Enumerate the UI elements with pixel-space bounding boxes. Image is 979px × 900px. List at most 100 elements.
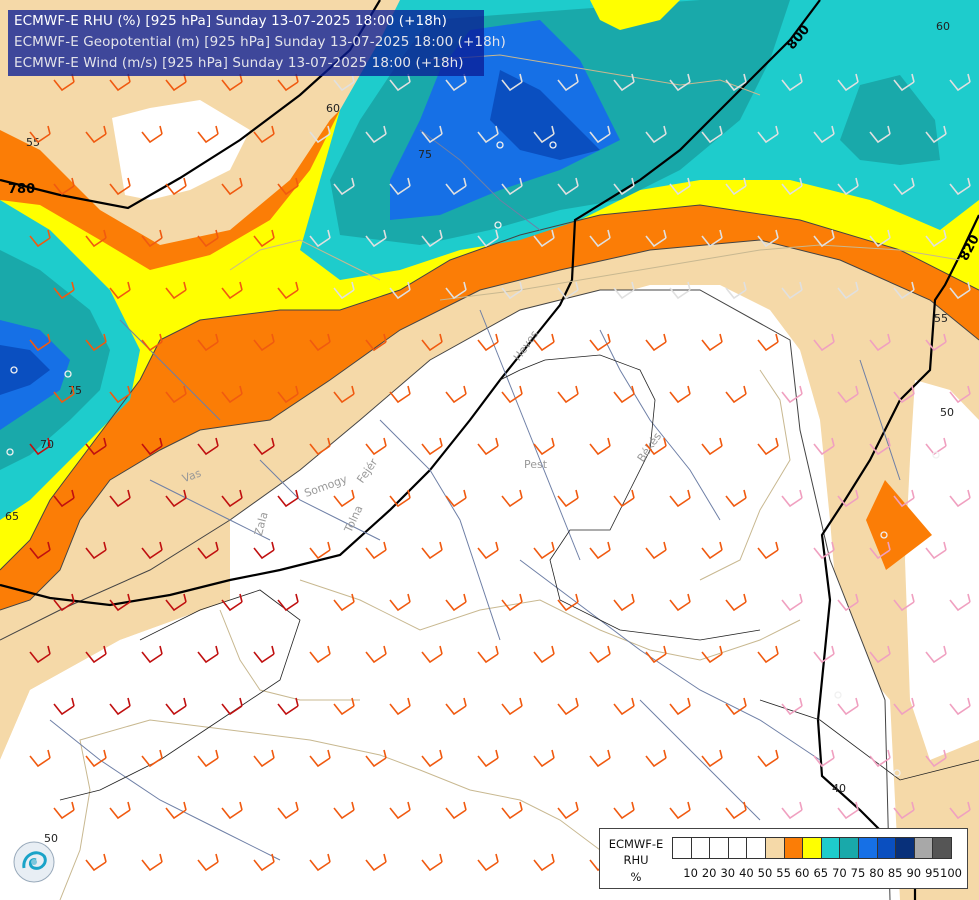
wind-barb-icon [533,437,555,456]
wind-barb-icon [109,281,131,300]
wind-barb-icon [501,593,523,612]
wind-barb-icon [389,177,411,196]
wind-barb-icon [645,437,667,456]
wind-barb-icon [757,125,779,144]
legend-swatch [746,837,766,859]
wind-barb-icon [669,593,691,612]
wind-barb-icon [365,437,387,456]
wind-barb-icon [557,281,579,300]
legend-tick-label: 90 [906,866,922,880]
wind-barb-icon [925,125,947,144]
legend-title-unit: % [630,870,642,884]
wind-barb-icon [309,541,331,560]
legend-tick-label: 80 [869,866,884,880]
wind-barb-icon [197,229,219,248]
wind-barb-icon [53,697,75,716]
wind-barb-icon [197,125,219,144]
wind-barb-icon [925,645,947,664]
rhu-label-75-w: 75 [68,384,82,397]
wind-barb-icon [725,73,747,92]
calm-wind-icon [549,141,557,149]
wind-barb-icon [197,853,219,872]
wind-barb-icon [85,229,107,248]
wind-barb-icon [589,333,611,352]
rhu-area-75-ne [840,75,940,165]
legend-swatch [783,837,804,859]
wind-barb-icon [645,645,667,664]
wind-barb-icon [757,333,779,352]
wind-barb-icon [893,697,915,716]
title-geopotential: ECMWF-E Geopotential (m) [925 hPa] Sunda… [14,34,506,50]
wind-barb-icon [925,541,947,560]
wind-barb-icon [277,281,299,300]
wind-barb-icon [589,229,611,248]
wind-barb-icon [253,125,275,144]
wind-barb-icon [421,853,443,872]
wind-barb-icon [949,281,971,300]
wind-barb-icon [645,333,667,352]
legend-swatch [765,837,785,859]
wind-barb-icon [253,541,275,560]
wind-barb-icon [277,385,299,404]
wind-barb-icon [109,697,131,716]
wind-barb-icon [477,853,499,872]
wind-barb-icon [253,645,275,664]
wind-barb-icon [869,749,891,768]
wind-barb-icon [725,697,747,716]
rhu-label-50-e: 50 [940,406,954,419]
wind-barb-icon [389,385,411,404]
wind-barb-icon [925,437,947,456]
wind-barb-icon [533,333,555,352]
wind-barb-icon [645,749,667,768]
wind-barb-icon [613,593,635,612]
wind-barb-icon [421,541,443,560]
legend-title-model: ECMWF-E [608,837,664,851]
legend-swatch [932,837,952,859]
wind-barb-icon [277,593,299,612]
title-wind: ECMWF-E Wind (m/s) [925 hPa] Sunday 13-0… [14,55,464,71]
calm-wind-icon [834,691,842,699]
wind-barb-icon [949,697,971,716]
wind-barb-icon [365,749,387,768]
wind-barb-icon [925,229,947,248]
title-rhu: ECMWF-E RHU (%) [925 hPa] Sunday 13-07-2… [14,13,447,29]
wind-barb-icon [445,697,467,716]
wind-barb-icon [557,73,579,92]
wind-barb-icon [141,853,163,872]
wind-barb-icon [837,73,859,92]
wind-barb-icon [613,281,635,300]
wind-barb-icon [589,645,611,664]
wind-barb-icon [29,541,51,560]
rhu-contour-labels: 55 60 75 60 75 70 65 55 50 40 50 [5,20,954,845]
wind-barb-icon [165,489,187,508]
legend-tick-label: 100 [940,866,962,880]
wind-barb-icon [365,853,387,872]
wind-barb-icon [477,541,499,560]
rhu-legend: ECMWF-E RHU % 10 20 30 40 50 55 60 65 70 75 80 85 90… [599,828,968,889]
wind-barb-icon [445,177,467,196]
wind-barb-icon [949,801,971,820]
rhu-label-40-se: 40 [832,782,846,795]
wind-barb-icon [781,73,803,92]
calm-wind-icon [893,769,901,777]
place-label-vas: Vas [180,466,203,485]
wind-barb-icon [613,697,635,716]
wind-barb-icon [253,229,275,248]
wind-barb-icon [837,489,859,508]
wind-barb-icon [757,541,779,560]
wind-barb-icon [725,593,747,612]
wind-barb-icon [421,645,443,664]
legend-tick-label: 50 [757,866,773,880]
wind-barb-icon [221,489,243,508]
wind-barb-icon [813,229,835,248]
wind-barb-icon [781,385,803,404]
wind-barb-icon [197,749,219,768]
wind-barb-icon [141,541,163,560]
wind-barb-icon [501,177,523,196]
calm-wind-icon [10,366,18,374]
wind-barb-icon [613,489,635,508]
wind-barb-icon [893,801,915,820]
legend-tick-label: 20 [701,866,717,880]
wind-barb-icon [813,645,835,664]
wind-barb-icon [197,437,219,456]
